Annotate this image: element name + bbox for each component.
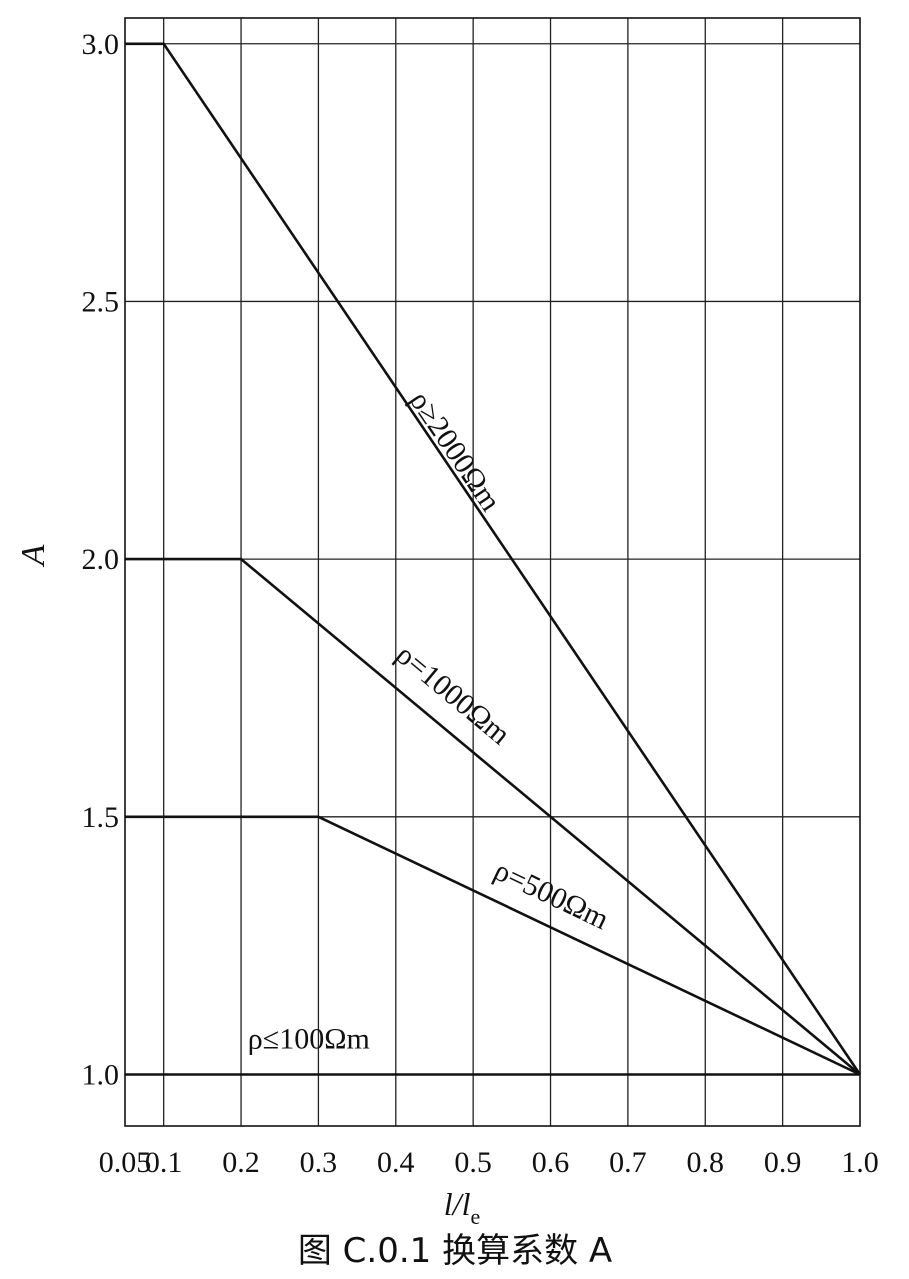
plot-frame [124, 17, 861, 1127]
series-label-4: ρ≤100Ωm [248, 1023, 370, 1056]
series-layer [125, 42, 862, 1076]
figure-caption: 图 C.0.1 换算系数 A [298, 1231, 612, 1271]
x-tick-label: 0.05 [99, 1146, 152, 1179]
x-axis-label-subscript: e [470, 1204, 480, 1229]
x-tick-label: 0.2 [222, 1146, 260, 1179]
x-axis-label: l/le [444, 1186, 480, 1229]
x-tick-label: 0.9 [764, 1146, 802, 1179]
x-axis-label-main: l/l [444, 1186, 471, 1222]
y-tick-label: 1.5 [82, 801, 120, 834]
grid-layer [125, 18, 860, 1126]
x-tick-label: 0.1 [145, 1146, 183, 1179]
x-tick-label: 1.0 [841, 1146, 879, 1179]
series-line-3 [125, 815, 861, 1076]
y-axis-label: A [15, 544, 52, 567]
x-tick-label: 0.7 [609, 1146, 647, 1179]
x-tick-label: 0.4 [377, 1146, 415, 1179]
tick-label-layer: 0.050.1 0.2 0.3 0.4 0.5 0.6 0.7 0.8 0.9 1.0 1.0 1.5… [82, 28, 879, 1179]
y-tick-label: 1.0 [82, 1058, 120, 1091]
series-label-1: ρ≥2000Ωm [403, 385, 507, 517]
series-line-1 [125, 42, 862, 1076]
series-label-3: ρ=500Ωm [489, 854, 614, 936]
y-tick-label: 3.0 [82, 28, 120, 61]
x-tick-label: 0.8 [687, 1146, 725, 1179]
x-tick-label: 0.5 [454, 1146, 492, 1179]
x-tick-label: 0.3 [300, 1146, 338, 1179]
y-tick-label: 2.0 [82, 543, 120, 576]
series-line-2 [125, 557, 861, 1076]
y-tick-label: 2.5 [82, 285, 120, 318]
x-tick-label: 0.6 [532, 1146, 570, 1179]
